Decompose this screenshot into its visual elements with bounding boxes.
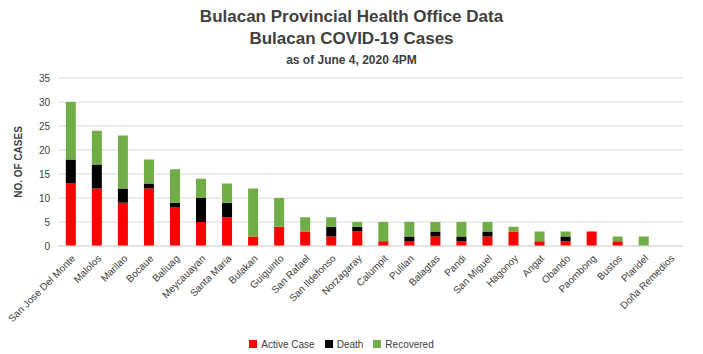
svg-text:Norzagaray: Norzagaray — [320, 253, 364, 297]
svg-text:Obando: Obando — [539, 252, 573, 286]
svg-text:Plaridel: Plaridel — [619, 252, 651, 284]
svg-text:Baliuag: Baliuag — [150, 252, 182, 284]
svg-text:25: 25 — [39, 121, 51, 132]
svg-text:30: 30 — [39, 97, 51, 108]
svg-text:15: 15 — [39, 169, 51, 180]
svg-text:Bulakan: Bulakan — [226, 252, 260, 286]
svg-text:Calumpit: Calumpit — [354, 253, 390, 289]
svg-text:Santa Maria: Santa Maria — [188, 252, 234, 298]
svg-text:San Miguel: San Miguel — [451, 253, 494, 296]
html-text:Active Case: Active Case — [261, 339, 315, 350]
svg-text:Paombong: Paombong — [556, 253, 598, 295]
svg-text:Guiguinto: Guiguinto — [247, 252, 286, 291]
html-text:Death: Death — [336, 339, 364, 350]
html-text:Recovered: Recovered — [385, 339, 434, 350]
html-text:Bulacan COVID-19 Cases: Bulacan COVID-19 Cases — [249, 29, 454, 48]
svg-text:Marilao: Marilao — [98, 252, 130, 284]
svg-text:Bocaue: Bocaue — [124, 252, 156, 284]
svg-text:San Ildefonso: San Ildefonso — [286, 252, 338, 304]
svg-text:35: 35 — [39, 73, 51, 84]
html-text:Bulacan Provincial Health Offi: Bulacan Provincial Health Office Data — [199, 7, 504, 26]
svg-text:Doña Remedios: Doña Remedios — [618, 253, 676, 311]
svg-text:20: 20 — [39, 145, 51, 156]
svg-text:Hagonoy: Hagonoy — [484, 253, 520, 289]
svg-text:Pulilan: Pulilan — [387, 252, 416, 282]
svg-text:0: 0 — [44, 241, 50, 252]
svg-text:Angat: Angat — [519, 252, 547, 279]
svg-text:Bustos: Bustos — [594, 252, 625, 283]
svg-text:San Jose Del Monte: San Jose Del Monte — [6, 252, 78, 324]
svg-text:Malolos: Malolos — [71, 253, 103, 285]
svg-text:10: 10 — [39, 193, 51, 204]
svg-text:Meycauayan: Meycauayan — [159, 252, 208, 301]
html-text:as of June 4, 2020 4PM: as of June 4, 2020 4PM — [286, 53, 417, 67]
svg-text:San Rafael: San Rafael — [269, 252, 312, 296]
svg-text:5: 5 — [44, 217, 50, 228]
svg-text:NO. OF CASES: NO. OF CASES — [13, 126, 24, 198]
svg-text:Pandi: Pandi — [442, 252, 469, 279]
svg-text:Balagtas: Balagtas — [407, 253, 442, 288]
